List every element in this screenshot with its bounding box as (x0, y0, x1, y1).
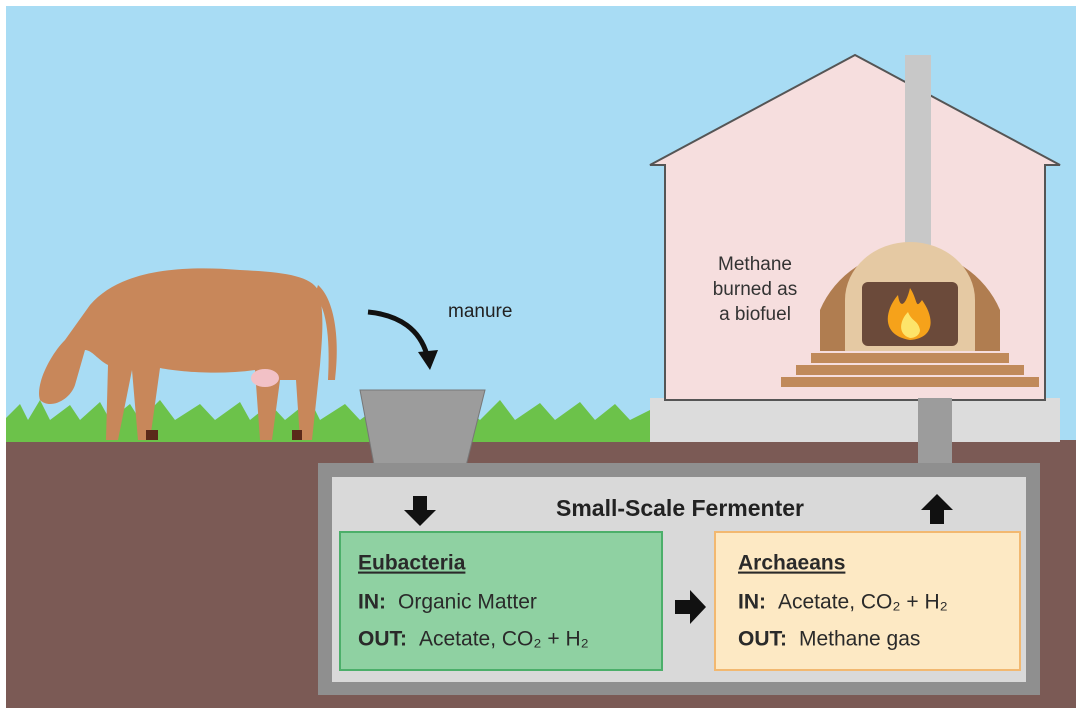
box-key: IN: (738, 591, 766, 614)
house-label: a biofuel (719, 304, 791, 325)
foundation (650, 398, 1060, 442)
bricks (780, 352, 1040, 388)
box-title: Eubacteria (358, 552, 466, 575)
gas-pipe (918, 398, 952, 470)
box-key: OUT: (358, 628, 407, 651)
diagram: Methane burned as a biofuel manure Small… (0, 0, 1082, 715)
house-label: burned as (713, 279, 798, 300)
funnel (360, 390, 485, 470)
box-key: IN: (358, 591, 386, 614)
box-title: Archaeans (738, 552, 845, 575)
manure-label: manure (448, 301, 512, 322)
house-label: Methane (718, 254, 792, 275)
box-text: Acetate, CO₂ + H₂ (778, 591, 948, 614)
box-text: Organic Matter (398, 591, 537, 614)
box-text: Methane gas (799, 628, 920, 651)
box-text: Acetate, CO₂ + H₂ (419, 628, 589, 651)
fermenter-title: Small-Scale Fermenter (556, 495, 804, 521)
box-key: OUT: (738, 628, 787, 651)
